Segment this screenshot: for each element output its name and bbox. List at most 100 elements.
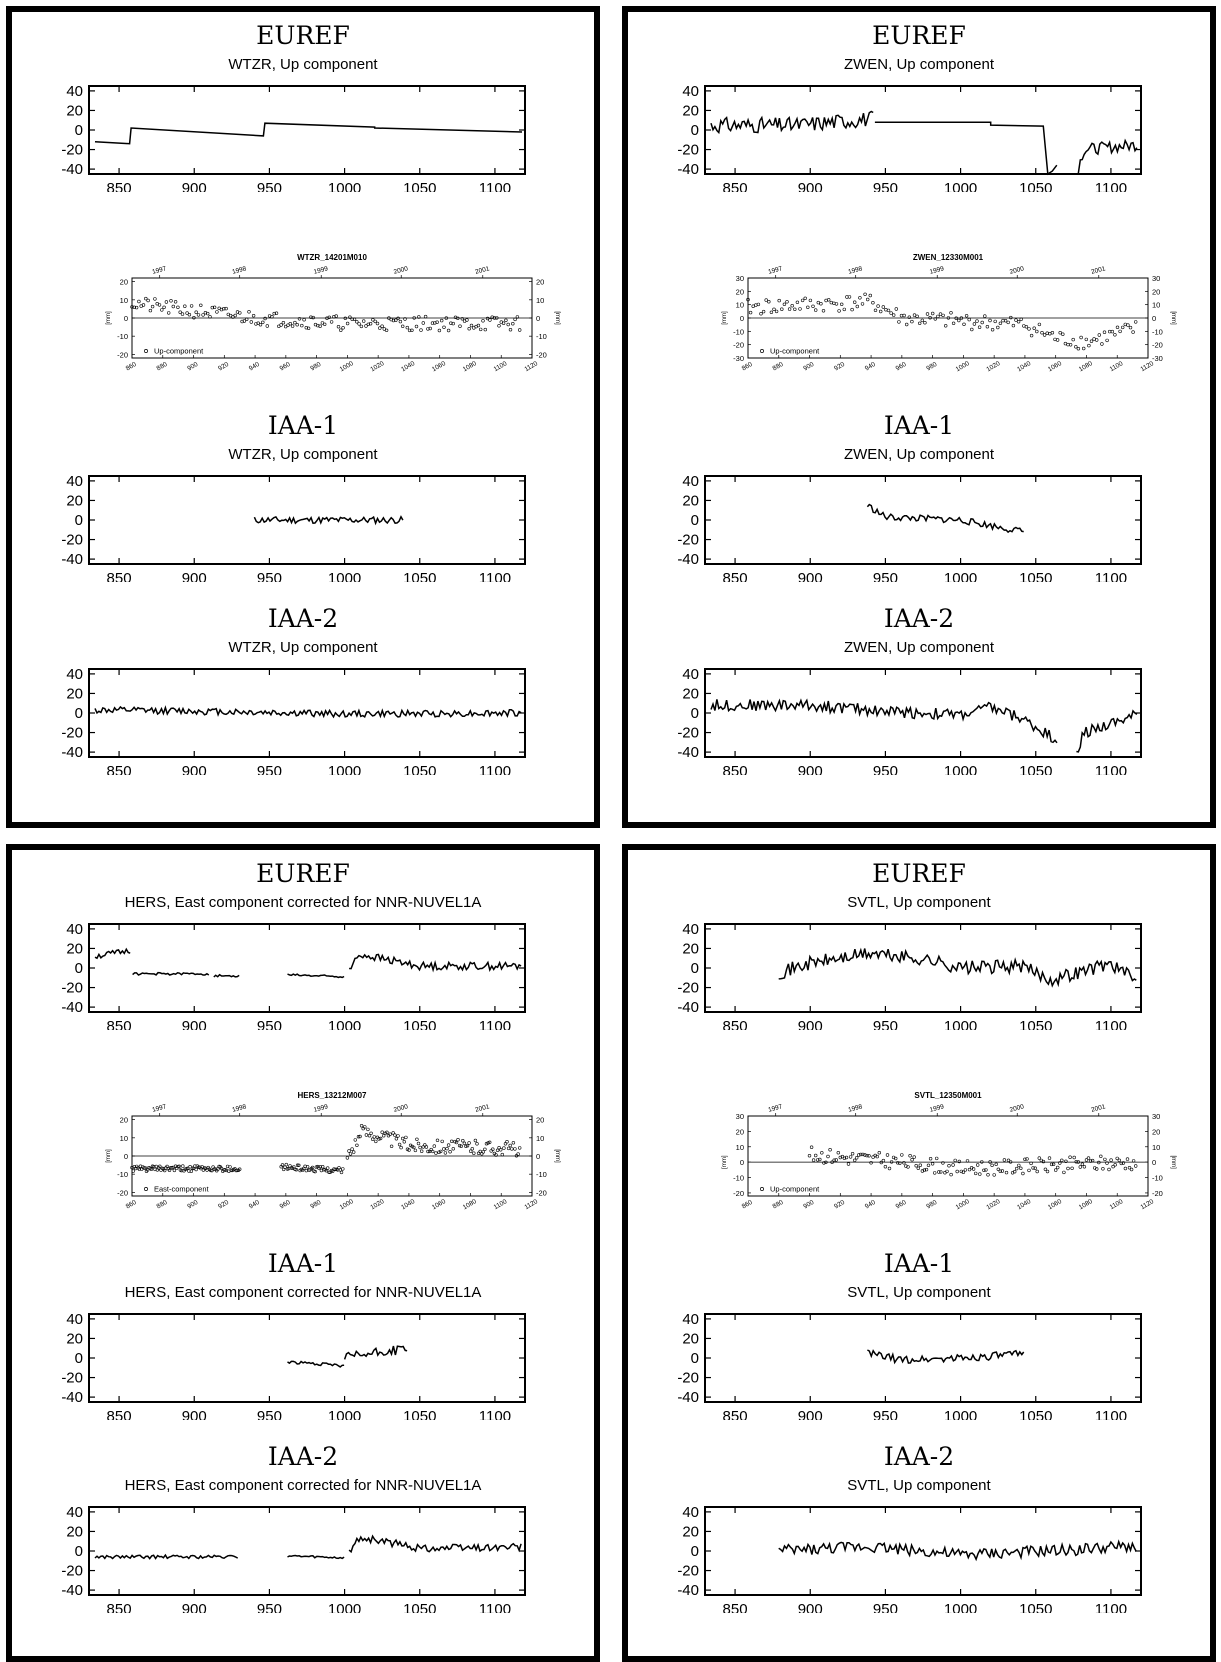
inset-point (421, 321, 425, 325)
inset-point (959, 316, 964, 320)
inset-point (339, 328, 343, 332)
inset-point (171, 1165, 175, 1170)
inset-point (148, 308, 153, 313)
inset-unit-right: [mm] (1170, 1155, 1176, 1169)
y-tick-label: 0 (691, 122, 699, 139)
x-tick-label: 1000 (944, 570, 977, 582)
inset-y-tick-label: 0 (124, 1152, 128, 1161)
year-label: 1997 (767, 265, 783, 276)
inset-unit-right: [mm] (554, 311, 560, 325)
year-label: 1999 (929, 265, 945, 276)
inset-point (933, 1171, 937, 1175)
x-tick-label: 950 (257, 1018, 282, 1030)
inset-point (955, 1169, 959, 1174)
inset-point (424, 1145, 429, 1149)
inset-point (959, 1169, 963, 1174)
inset-x-tick-label: 960 (279, 1199, 292, 1211)
year-label: 2000 (1009, 265, 1025, 276)
x-tick-label: 850 (107, 763, 132, 775)
inset-point (858, 296, 862, 300)
inset-point (465, 318, 469, 322)
inset-point (132, 305, 137, 309)
inset-point (407, 328, 412, 333)
inset-y-tick-label: 10 (120, 296, 128, 305)
source-title: EUREF (872, 859, 966, 888)
x-tick-label: 1000 (328, 1601, 361, 1613)
inset-point (923, 320, 927, 325)
y-tick-label: -40 (61, 744, 83, 761)
inset-point (431, 1149, 435, 1154)
x-tick-label: 850 (723, 1601, 748, 1613)
inset-x-tick-label: 880 (156, 361, 169, 373)
inset-point (343, 316, 347, 321)
main-chart: 40 20 0 -20 -40 850 900 950 1000 1050 1100 (677, 1504, 1142, 1613)
inset-point (448, 1149, 452, 1154)
inset-point (1076, 346, 1081, 351)
x-tick-label: 950 (257, 1601, 282, 1613)
inset-point (1058, 1161, 1062, 1165)
inset-point (748, 310, 753, 315)
inset-point (842, 307, 847, 312)
chart-subtitle: SVTL, Up component (847, 1477, 991, 1494)
inset-point (449, 321, 453, 325)
inset-point (187, 312, 192, 317)
inset-point (978, 1172, 982, 1176)
inset-point (384, 328, 389, 333)
inset-point (848, 1155, 853, 1159)
inset-point (420, 1149, 424, 1153)
x-tick-label: 1050 (403, 180, 436, 192)
panel-wtzr: EUREF WTZR, Up component 40 20 0 -20 -40 850 900… (6, 6, 600, 828)
inset-point (877, 1150, 882, 1155)
inset-point (281, 320, 286, 325)
inset-point (1037, 322, 1042, 327)
inset-point (130, 305, 134, 309)
inset-x-tick-label: 860 (125, 1199, 138, 1211)
inset-point (908, 1153, 912, 1158)
y-tick-label: 40 (66, 1311, 83, 1328)
inset-frame (747, 1115, 1149, 1197)
inset-x-tick-label: 900 (186, 1199, 199, 1211)
inset-point (818, 1157, 822, 1162)
inset-point (480, 1152, 484, 1156)
inset-point (297, 1163, 301, 1168)
inset-point (210, 305, 215, 310)
inset-x-tick-label: 940 (248, 1199, 261, 1211)
inset-point (302, 317, 306, 322)
y-tick-label: 40 (66, 83, 83, 100)
inset-point (853, 1158, 857, 1163)
inset-point (780, 307, 784, 311)
inset-point (1115, 325, 1120, 330)
inset-y-tick-label: -10 (733, 327, 744, 336)
inset-point (850, 307, 854, 312)
inset-point (499, 1148, 503, 1152)
inset-point (894, 307, 898, 311)
inset-point (280, 1163, 285, 1167)
inset-x-tick-label: 1020 (985, 1198, 1001, 1211)
inset-point (1049, 1162, 1054, 1167)
series-line (1076, 709, 1138, 753)
x-tick-label: 900 (182, 1408, 207, 1420)
inset-point (372, 1135, 376, 1139)
inset-point (355, 1143, 359, 1147)
inset-point (265, 324, 270, 328)
inset-point (199, 303, 203, 307)
inset-point (228, 1165, 232, 1169)
source-title: IAA-2 (883, 604, 955, 633)
panel-zwen: EUREF ZWEN, Up component 40 20 0 -20 -40 850 900… (622, 6, 1216, 828)
inset-point (1076, 1160, 1080, 1164)
x-tick-label: 850 (107, 570, 132, 582)
main-chart: 40 20 0 -20 -40 850 900 950 1000 1050 1100 (61, 1504, 526, 1613)
main-chart: 40 20 0 -20 -40 850 900 950 1000 1050 1100 (61, 1311, 526, 1420)
inset-point (941, 313, 945, 318)
x-tick-label: 1000 (328, 180, 361, 192)
inset-point (327, 315, 331, 320)
inset-point (1115, 1156, 1119, 1161)
inset-point (807, 1153, 812, 1158)
inset-point (488, 1140, 492, 1144)
x-tick-label: 1000 (944, 1018, 977, 1030)
inset-point (473, 1138, 478, 1143)
inset-point (1100, 342, 1104, 346)
source-title: IAA-1 (267, 1249, 339, 1278)
inset-point (483, 1147, 487, 1151)
inset-point (461, 1138, 465, 1143)
